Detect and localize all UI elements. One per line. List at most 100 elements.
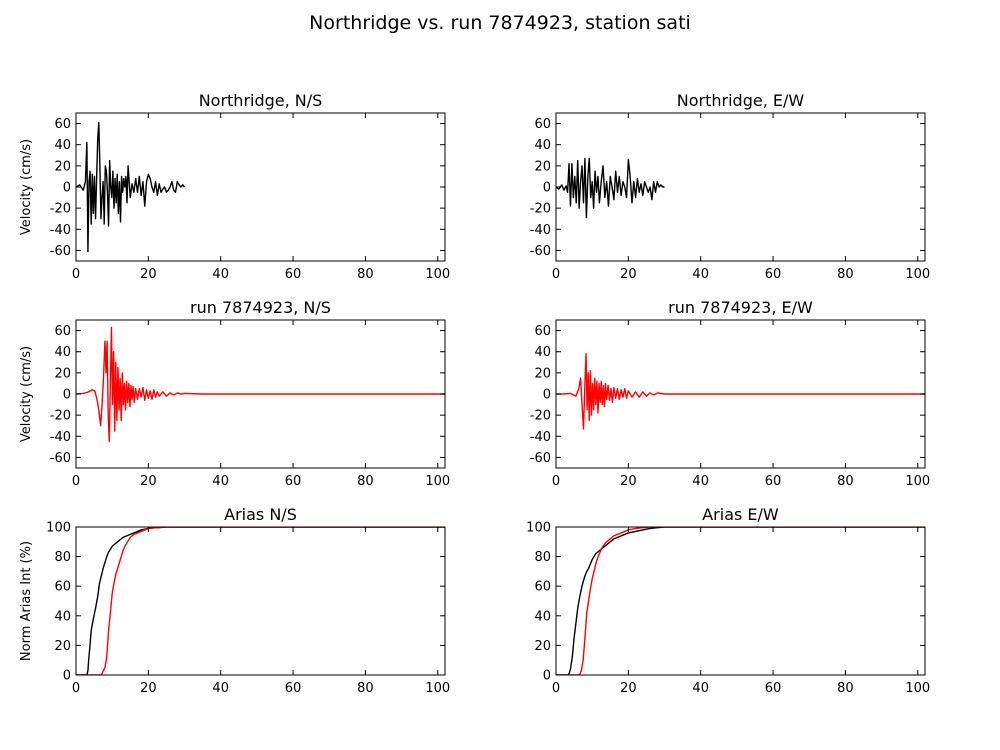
- x-tick-label: 80: [837, 474, 854, 489]
- y-tick-label: 60: [534, 324, 551, 339]
- panel-title: Northridge, E/W: [677, 91, 805, 110]
- x-tick-label: 100: [905, 681, 930, 696]
- panel-6: 0 20 40 60 80 100 0 20 40 60 80 100 Arias E/W: [526, 505, 930, 696]
- y-tick-label: -20: [50, 202, 71, 217]
- y-tick-label: 0: [63, 388, 71, 403]
- series-line-2: [556, 527, 925, 675]
- x-tick-label: 20: [620, 474, 637, 489]
- panel-5: 0 20 40 60 80 100 0 20 40 60 80 100 Arias N/S Norm Ar…: [19, 505, 450, 696]
- x-tick-label: 100: [905, 474, 930, 489]
- y-tick-label: -60: [50, 244, 71, 259]
- x-tick-label: 0: [72, 681, 80, 696]
- x-tick-label: 60: [765, 267, 782, 282]
- y-tick-label: 60: [534, 117, 551, 132]
- x-tick-label: 20: [140, 474, 157, 489]
- y-tick-label: 0: [63, 669, 71, 684]
- y-tick-label: -20: [530, 409, 551, 424]
- x-tick-label: 40: [212, 681, 229, 696]
- series-line-1: [556, 353, 925, 430]
- y-tick-label: -60: [530, 451, 551, 466]
- y-tick-label: 0: [543, 388, 551, 403]
- panel-title: Northridge, N/S: [199, 91, 323, 110]
- y-tick-label: 100: [526, 521, 551, 536]
- x-tick-label: 0: [552, 681, 560, 696]
- x-tick-label: 80: [837, 267, 854, 282]
- y-tick-label: 20: [534, 639, 551, 654]
- panel-title: Arias N/S: [224, 505, 297, 524]
- series-line-1: [76, 326, 445, 443]
- y-tick-label: 40: [534, 345, 551, 360]
- y-tick-label: 40: [534, 138, 551, 153]
- y-tick-label: -40: [530, 223, 551, 238]
- x-tick-label: 40: [692, 474, 709, 489]
- panel-title: run 7874923, E/W: [668, 298, 813, 317]
- x-tick-label: 60: [285, 267, 302, 282]
- y-tick-label: 20: [54, 159, 71, 174]
- x-tick-label: 40: [212, 474, 229, 489]
- plot-frame: [75, 526, 446, 676]
- y-tick-label: 60: [54, 580, 71, 595]
- x-tick-label: 40: [692, 681, 709, 696]
- y-tick-label: 60: [534, 580, 551, 595]
- x-tick-label: 0: [552, 267, 560, 282]
- x-tick-label: 80: [357, 267, 374, 282]
- x-tick-label: 60: [765, 681, 782, 696]
- series-line-1: [76, 121, 186, 253]
- y-tick-label: 20: [54, 366, 71, 381]
- y-tick-label: 100: [46, 521, 71, 536]
- y-tick-label: -40: [530, 430, 551, 445]
- series-line-1: [76, 527, 445, 675]
- x-tick-label: 100: [425, 474, 450, 489]
- y-tick-label: 0: [543, 181, 551, 196]
- y-axis-label: Norm Arias Int (%): [19, 541, 34, 661]
- y-tick-label: 60: [54, 117, 71, 132]
- x-tick-label: 80: [357, 681, 374, 696]
- y-tick-label: 20: [534, 159, 551, 174]
- x-tick-label: 20: [620, 681, 637, 696]
- x-tick-label: 40: [212, 267, 229, 282]
- x-tick-label: 60: [765, 474, 782, 489]
- y-tick-label: -40: [50, 430, 71, 445]
- series-line-1: [556, 157, 665, 219]
- x-tick-label: 20: [140, 681, 157, 696]
- x-tick-label: 0: [552, 474, 560, 489]
- panel-2: 0 20 40 60 80 100 -60 -40 -20 0 20 40 60 Northridge, …: [530, 91, 930, 282]
- x-tick-label: 0: [72, 267, 80, 282]
- x-tick-label: 100: [905, 267, 930, 282]
- x-tick-label: 60: [285, 681, 302, 696]
- y-tick-label: 60: [54, 324, 71, 339]
- x-tick-label: 80: [837, 681, 854, 696]
- y-tick-label: 0: [543, 669, 551, 684]
- panel-title: Arias E/W: [702, 505, 779, 524]
- y-tick-label: 0: [63, 181, 71, 196]
- y-axis-label: Velocity (cm/s): [19, 346, 34, 442]
- x-tick-label: 60: [285, 474, 302, 489]
- y-tick-label: -20: [530, 202, 551, 217]
- x-tick-label: 20: [620, 267, 637, 282]
- panel-3: 0 20 40 60 80 100 -60 -40 -20 0 20 40 60 run 7874923,…: [19, 298, 450, 489]
- y-tick-label: -60: [530, 244, 551, 259]
- y-tick-label: 20: [534, 366, 551, 381]
- x-tick-label: 100: [425, 681, 450, 696]
- y-tick-label: 20: [54, 639, 71, 654]
- figure-title: Northridge vs. run 7874923, station sati: [309, 12, 691, 34]
- panel-1: 0 20 40 60 80 100 -60 -40 -20 0 20 40 60 Northridge, …: [19, 91, 450, 282]
- y-tick-label: -60: [50, 451, 71, 466]
- panels-group: 0 20 40 60 80 100 -60 -40 -20 0 20 40 60 Northridge, …: [19, 91, 930, 696]
- panel-4: 0 20 40 60 80 100 -60 -40 -20 0 20 40 60 run 7874923,…: [530, 298, 930, 489]
- x-tick-label: 20: [140, 267, 157, 282]
- x-tick-label: 100: [425, 267, 450, 282]
- y-tick-label: -40: [50, 223, 71, 238]
- x-tick-label: 40: [692, 267, 709, 282]
- plot-frame: [555, 526, 926, 676]
- y-tick-label: -20: [50, 409, 71, 424]
- y-tick-label: 40: [534, 609, 551, 624]
- x-tick-label: 0: [72, 474, 80, 489]
- y-tick-label: 80: [54, 550, 71, 565]
- series-line-1: [556, 527, 925, 675]
- y-axis-label: Velocity (cm/s): [19, 139, 34, 235]
- y-tick-label: 80: [534, 550, 551, 565]
- series-line-2: [76, 527, 445, 675]
